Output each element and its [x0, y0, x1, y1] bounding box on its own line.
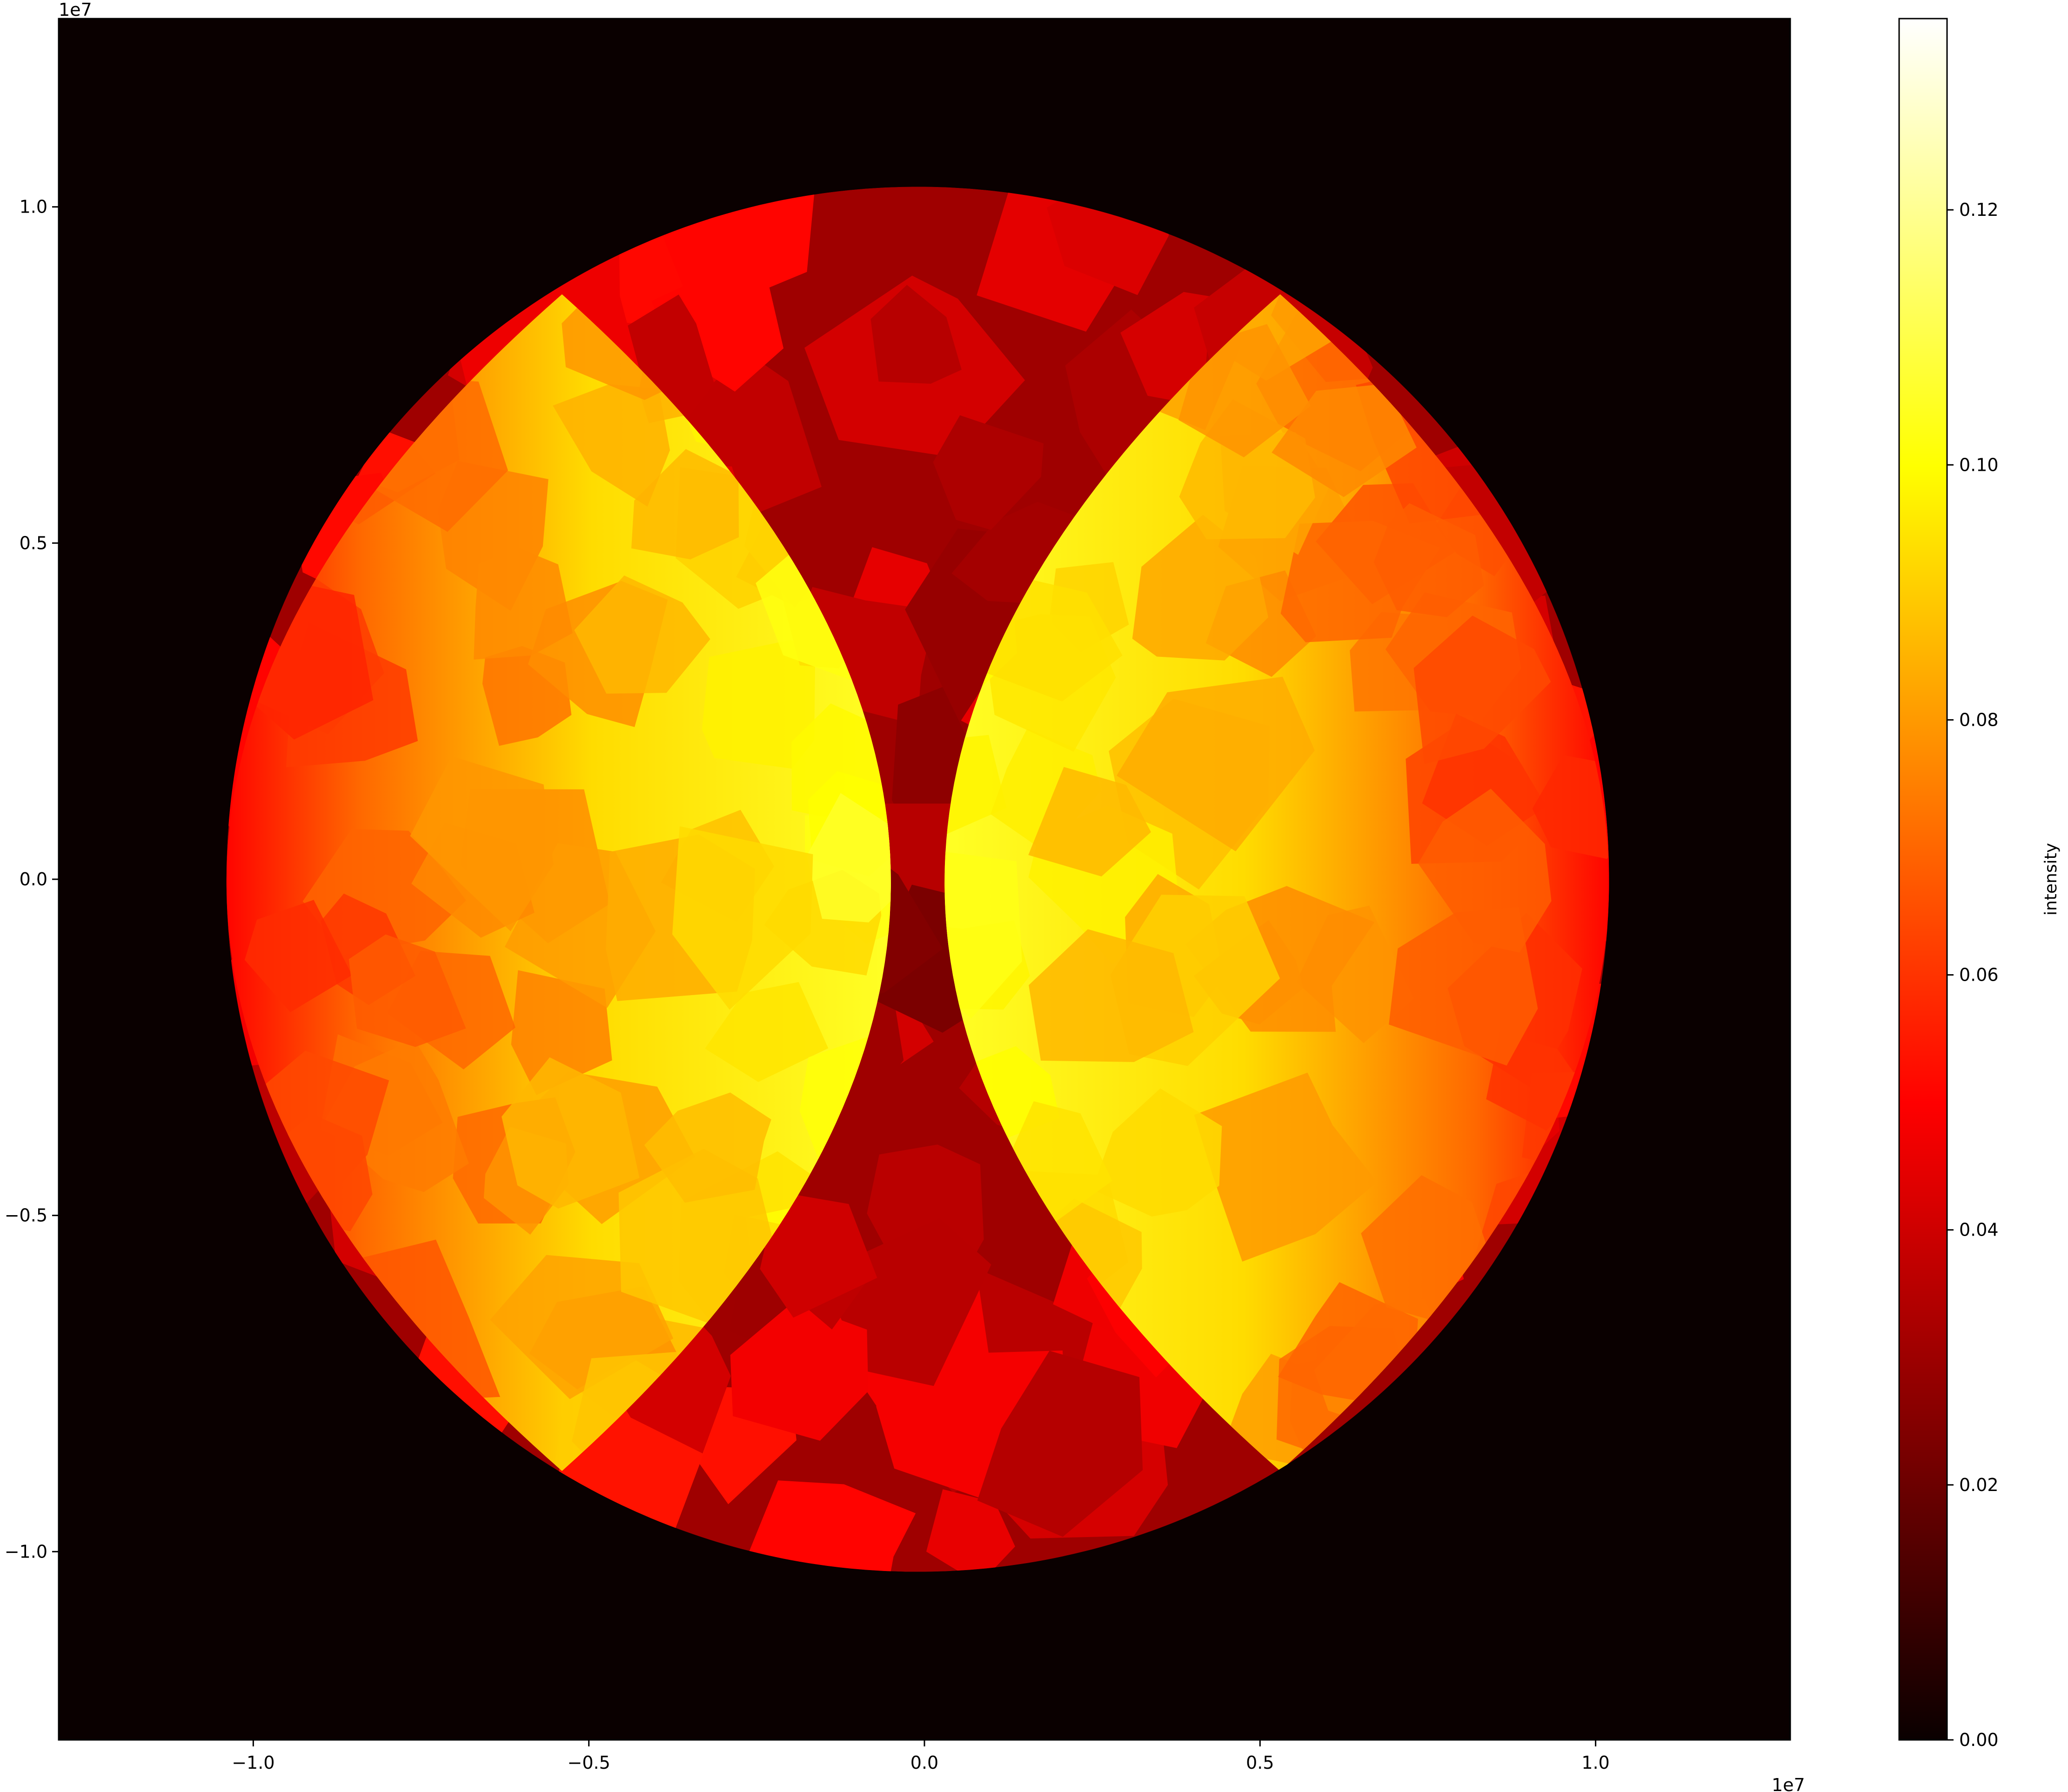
y-tick-label: 0.0	[20, 869, 47, 889]
lens-cell	[1373, 503, 1484, 617]
lens-cell	[702, 640, 816, 769]
lens-cell	[474, 548, 573, 660]
y-tick-label: −0.5	[5, 1205, 47, 1226]
colorbar-tick-label: 0.02	[1959, 1475, 1999, 1495]
lens-cell	[944, 735, 1007, 836]
lens-cell	[244, 900, 352, 1012]
x-offset-label: 1e7	[1772, 1775, 1805, 1792]
disk-cell	[870, 285, 962, 384]
colorbar-tick-label: 0.00	[1959, 1730, 1999, 1750]
lens-cell	[1132, 515, 1268, 661]
colorbar: 0.00 0.02 0.04 0.06 0.08 0.10 0.12 intensity	[1898, 18, 2061, 1750]
colorbar-tick-label: 0.06	[1959, 965, 1999, 985]
lens-cell	[1194, 1072, 1377, 1262]
lens-cell	[1028, 767, 1151, 876]
colorbar-tick-label: 0.12	[1959, 200, 1999, 220]
colorbar-tick-label: 0.04	[1959, 1220, 1999, 1240]
disk-cell	[653, 187, 816, 295]
lens-cell	[1029, 929, 1194, 1062]
disk-cell	[933, 415, 1044, 530]
lens-cell	[806, 793, 891, 923]
x-tick-label: 1.0	[1581, 1752, 1609, 1773]
disk-cell	[730, 1302, 869, 1441]
lens-cell	[511, 970, 612, 1095]
lens-cell	[618, 1149, 782, 1324]
x-axis: −1.0 −0.5 0.0 0.5 1.0	[232, 1740, 1610, 1773]
lens-cell	[502, 1057, 640, 1209]
lens-cell	[1272, 383, 1417, 497]
disk-cell	[926, 1489, 1015, 1572]
lens-cell	[348, 934, 466, 1047]
disk-cell	[760, 1191, 877, 1318]
lens-cell	[1092, 1088, 1222, 1217]
disk-cell	[835, 1218, 991, 1386]
lens-cell	[1413, 615, 1551, 764]
lens-cell	[410, 756, 554, 931]
y-axis: 1.0 0.5 0.0 −0.5 −1.0	[5, 197, 59, 1562]
colorbar-tick-label: 0.08	[1959, 709, 1999, 730]
x-tick-label: 0.0	[910, 1752, 938, 1773]
lens-cell	[1418, 789, 1552, 953]
lens-cell	[705, 982, 829, 1082]
y-tick-label: 1.0	[20, 197, 47, 217]
x-tick-label: −0.5	[568, 1752, 610, 1773]
colorbar-label: intensity	[2041, 843, 2061, 916]
heatmap-plot	[59, 19, 1790, 1740]
lens-cell	[944, 850, 1022, 1019]
colorbar-gradient	[1898, 18, 1948, 1741]
lens-cell	[574, 575, 710, 694]
lens-cell	[672, 826, 813, 1010]
lens-cell	[986, 570, 1123, 702]
lens-cell	[553, 384, 670, 507]
lens-cell	[1532, 755, 1609, 859]
x-tick-label: 0.5	[1246, 1752, 1274, 1773]
y-tick-label: −1.0	[5, 1541, 47, 1562]
lens-cell	[1117, 676, 1315, 851]
y-offset-label: 1e7	[59, 0, 92, 20]
disk-cell	[977, 1351, 1143, 1537]
colorbar-tick-label: 0.10	[1959, 455, 1999, 475]
lens-cell	[644, 1092, 771, 1203]
disk-cell	[740, 1480, 916, 1572]
colorbar-ticks: 0.00 0.02 0.04 0.06 0.08 0.10 0.12	[1947, 200, 1999, 1750]
y-tick-label: 0.5	[20, 533, 47, 553]
x-tick-label: −1.0	[232, 1752, 274, 1773]
